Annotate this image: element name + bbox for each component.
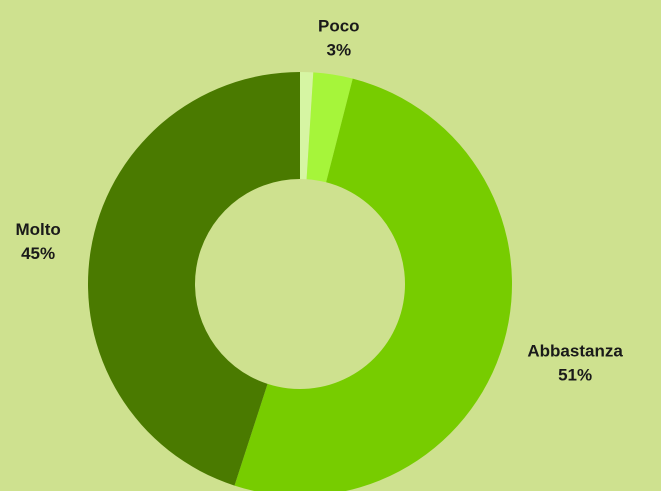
donut-slice <box>300 72 314 180</box>
donut-slice <box>87 72 300 486</box>
slice-label: Molto <box>15 220 60 239</box>
slice-value-label: 51% <box>558 365 592 384</box>
slice-label: Abbastanza <box>527 341 623 360</box>
donut-slice <box>234 78 512 491</box>
slice-value-label: 3% <box>326 41 351 60</box>
slice-value-label: 45% <box>21 244 55 263</box>
donut-slice <box>306 72 353 183</box>
slice-label: Poco <box>318 17 360 36</box>
